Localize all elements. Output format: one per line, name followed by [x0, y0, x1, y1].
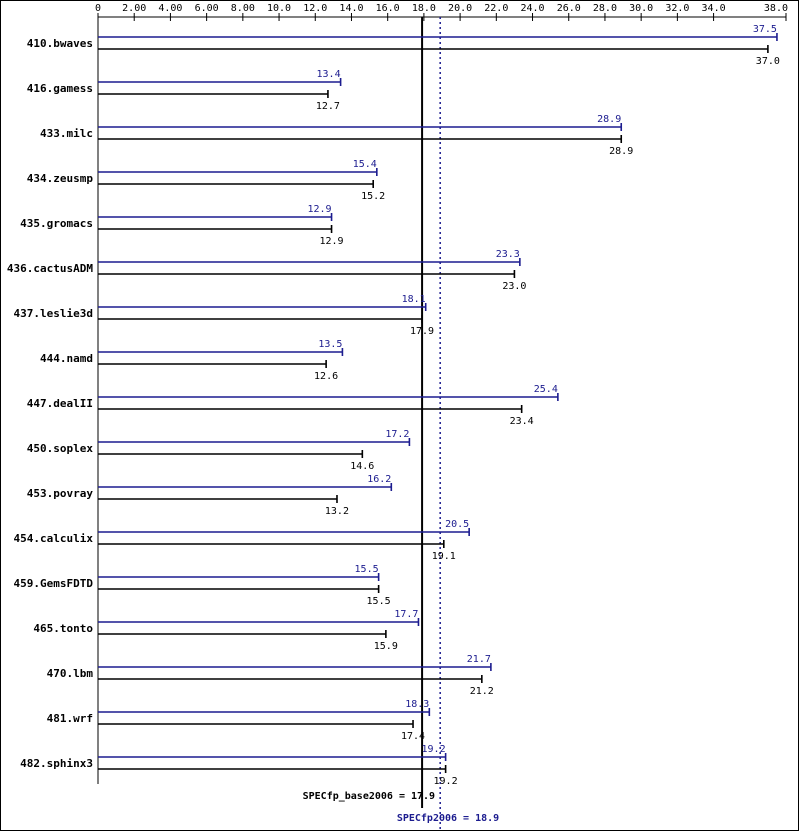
- benchmark-label: 465.tonto: [33, 622, 93, 635]
- base-value-label: 19.1: [432, 551, 456, 562]
- base-value-label: 14.6: [350, 461, 374, 472]
- peak-value-label: 20.5: [445, 519, 469, 530]
- base-value-label: 13.2: [325, 506, 349, 517]
- base-value-label: 15.5: [367, 596, 391, 607]
- base-value-label: 21.2: [470, 686, 494, 697]
- peak-value-label: 17.7: [394, 609, 418, 620]
- x-tick-label: 18.0: [412, 3, 436, 14]
- benchmark-label: 416.gamess: [27, 82, 93, 95]
- x-tick-label: 22.0: [484, 3, 508, 14]
- x-tick-label: 26.0: [557, 3, 581, 14]
- peak-value-label: 19.2: [422, 744, 446, 755]
- x-tick-label: 20.0: [448, 3, 472, 14]
- peak-value-label: 13.5: [318, 339, 342, 350]
- category-labels: 410.bwaves 416.gamess 433.milc 434.zeusmp 43…: [7, 37, 93, 770]
- x-tick-label: 10.0: [267, 3, 291, 14]
- x-tick-label: 32.0: [665, 3, 689, 14]
- bars: 37.5 37.0 13.4 12.7 28.9 28.9 15.4 15.2 12.9 12.9…: [98, 24, 780, 787]
- benchmark-label: 410.bwaves: [27, 37, 93, 50]
- base-value-label: 17.9: [410, 326, 434, 337]
- base-value-label: 12.9: [319, 236, 343, 247]
- peak-value-label: 17.2: [385, 429, 409, 440]
- peak-value-label: 15.5: [355, 564, 379, 575]
- x-tick-label: 8.00: [231, 3, 255, 14]
- benchmark-label: 447.dealII: [27, 397, 93, 410]
- x-tick-label: 28.0: [593, 3, 617, 14]
- base-value-label: 37.0: [756, 56, 780, 67]
- base-value-label: 12.7: [316, 101, 340, 112]
- x-tick-label: 2.00: [122, 3, 146, 14]
- x-tick-label: 4.00: [158, 3, 182, 14]
- x-tick-label: 0: [95, 3, 101, 14]
- peak-value-label: 16.2: [367, 474, 391, 485]
- benchmark-label: 435.gromacs: [20, 217, 93, 230]
- peak-value-label: 15.4: [353, 159, 377, 170]
- peak-value-label: 18.3: [405, 699, 429, 710]
- x-tick-label: 24.0: [520, 3, 544, 14]
- peak-value-label: 37.5: [753, 24, 777, 35]
- peak-value-label: 13.4: [317, 69, 341, 80]
- benchmark-label: 436.cactusADM: [7, 262, 93, 275]
- benchmark-label: 453.povray: [27, 487, 94, 500]
- x-tick-label: 6.00: [195, 3, 219, 14]
- x-tick-label: 38.0: [764, 3, 788, 14]
- x-tick-label: 14.0: [339, 3, 363, 14]
- x-tick-label: 12.0: [303, 3, 327, 14]
- benchmark-label: 434.zeusmp: [27, 172, 94, 185]
- peak-value-label: 28.9: [597, 114, 621, 125]
- benchmark-label: 470.lbm: [47, 667, 94, 680]
- x-axis: 0 2.00 4.00 6.00 8.00 10.0 12.0 14.0 16.0 18.0 20.…: [95, 3, 788, 784]
- base-value-label: 15.9: [374, 641, 398, 652]
- benchmark-label: 481.wrf: [47, 712, 93, 725]
- benchmark-label: 437.leslie3d: [14, 307, 93, 320]
- peak-summary-label: SPECfp2006 = 18.9: [397, 813, 499, 824]
- benchmark-label: 454.calculix: [14, 532, 94, 545]
- benchmark-label: 444.namd: [40, 352, 93, 365]
- base-value-label: 19.2: [434, 776, 458, 787]
- peak-value-label: 23.3: [496, 249, 520, 260]
- base-value-label: 15.2: [361, 191, 385, 202]
- benchmark-label: 459.GemsFDTD: [14, 577, 94, 590]
- peak-value-label: 25.4: [534, 384, 558, 395]
- x-tick-label: 30.0: [629, 3, 653, 14]
- base-value-label: 23.0: [502, 281, 526, 292]
- base-value-label: 23.4: [510, 416, 534, 427]
- base-value-label: 17.4: [401, 731, 425, 742]
- peak-value-label: 18.1: [402, 294, 426, 305]
- base-value-label: 12.6: [314, 371, 338, 382]
- x-tick-label: 16.0: [376, 3, 400, 14]
- x-tick-label: 34.0: [702, 3, 726, 14]
- base-value-label: 28.9: [609, 146, 633, 157]
- benchmark-label: 482.sphinx3: [20, 757, 93, 770]
- reference-lines: SPECfp_base2006 = 17.9 SPECfp2006 = 18.9: [303, 17, 499, 829]
- base-summary-label: SPECfp_base2006 = 17.9: [303, 791, 435, 802]
- peak-value-label: 21.7: [467, 654, 491, 665]
- benchmark-label: 450.soplex: [27, 442, 94, 455]
- benchmark-label: 433.milc: [40, 127, 93, 140]
- peak-value-label: 12.9: [307, 204, 331, 215]
